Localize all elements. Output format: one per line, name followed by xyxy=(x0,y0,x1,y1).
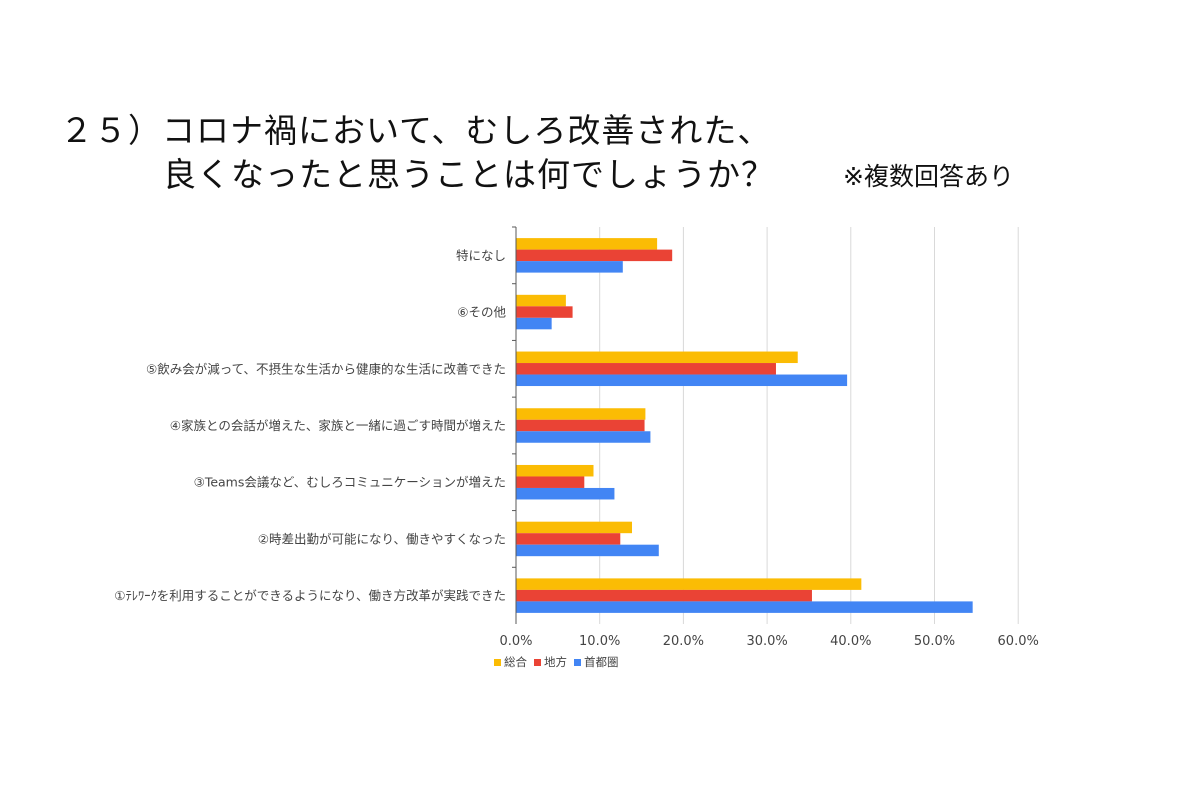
bar-地方 xyxy=(516,363,776,375)
legend-label: 総合 xyxy=(504,655,527,669)
category-label: ⑤飲み会が減って、不摂生な生活から健康的な生活に改善できた xyxy=(146,361,506,376)
category-label: ①ﾃﾚﾜｰｸを利用することができるようになり、働き方改革が実践できた xyxy=(114,588,506,603)
legend-swatch-首都圏 xyxy=(574,659,581,666)
x-tick-label: 30.0% xyxy=(746,634,787,649)
bar-総合 xyxy=(516,351,798,364)
bar-総合 xyxy=(516,294,566,307)
category-label: ③Teams会議など、むしろコミュニケーションが増えた xyxy=(194,475,506,490)
bar-総合 xyxy=(516,464,594,477)
bar-総合 xyxy=(516,521,633,534)
bar-首都圏 xyxy=(516,431,651,443)
bar-総合 xyxy=(516,238,658,250)
page-title-line-1: ２５）コロナ禍において、むしろ改善された、 xyxy=(60,111,772,150)
bar-地方 xyxy=(516,419,645,432)
bar-首都圏 xyxy=(516,317,552,330)
bar-総合 xyxy=(516,578,862,590)
x-tick-label: 0.0% xyxy=(499,634,532,649)
bar-総合 xyxy=(516,408,646,420)
bar-地方 xyxy=(516,589,812,602)
x-tick-label: 40.0% xyxy=(830,634,871,649)
legend-label: 地方 xyxy=(544,655,567,669)
x-tick-label: 10.0% xyxy=(579,634,620,649)
bar-首都圏 xyxy=(516,544,659,557)
bar-首都圏 xyxy=(516,601,973,613)
legend-label: 首都圏 xyxy=(584,655,619,669)
category-label: ②時差出勤が可能になり、働きやすくなった xyxy=(258,531,506,546)
bar-地方 xyxy=(516,306,573,318)
multiple-answers-note: ※複数回答あり xyxy=(843,162,1014,191)
bar-地方 xyxy=(516,249,673,262)
x-tick-label: 50.0% xyxy=(914,634,955,649)
x-tick-label: 60.0% xyxy=(998,634,1039,649)
bar-首都圏 xyxy=(516,261,623,273)
bar-地方 xyxy=(516,533,621,545)
legend-swatch-総合 xyxy=(494,659,501,666)
x-tick-label: 20.0% xyxy=(663,634,704,649)
category-label: 特になし xyxy=(456,248,506,263)
page-title-line-2: 良くなったと思うことは何でしょうか？ xyxy=(163,155,775,194)
bar-地方 xyxy=(516,476,585,488)
bar-首都圏 xyxy=(516,374,848,387)
category-label: ⑥その他 xyxy=(457,305,506,320)
category-label: ④家族との会話が増えた、家族と一緒に過ごす時間が増えた xyxy=(170,418,506,433)
legend-swatch-地方 xyxy=(534,659,541,666)
bar-首都圏 xyxy=(516,487,615,500)
